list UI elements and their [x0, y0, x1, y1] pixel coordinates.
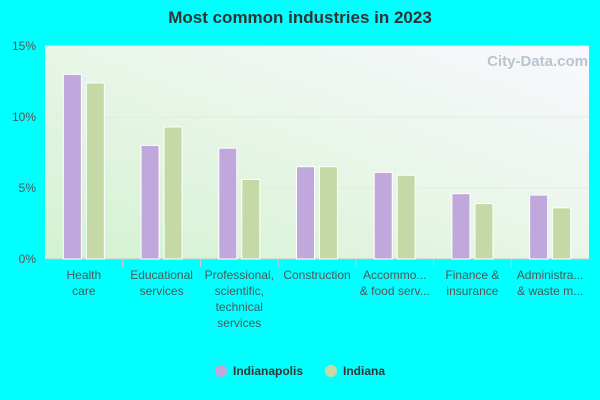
legend: Indianapolis Indiana	[0, 364, 600, 378]
bar-indianapolis-1	[140, 144, 160, 260]
bar-indiana-3	[319, 166, 338, 260]
y-tick-label: 5%	[19, 181, 37, 195]
bar-indiana-6	[552, 207, 572, 260]
bar-indiana-4	[396, 174, 416, 260]
x-tick-label: Finance & insurance	[445, 268, 499, 298]
bar-indiana-5	[474, 203, 494, 260]
chart-title: Most common industries in 2023	[168, 8, 432, 27]
watermark: City-Data.com	[487, 53, 588, 70]
legend-label-indianapolis: Indianapolis	[232, 364, 303, 378]
bar-indianapolis-4	[373, 171, 393, 260]
x-tick-label: Professional, scientific, technical service…	[205, 268, 274, 330]
bar-indianapolis-3	[296, 166, 315, 260]
legend-item-indianapolis: Indianapolis	[214, 364, 303, 378]
x-tick-label: Health care	[67, 268, 102, 298]
bar-indiana-2	[241, 178, 261, 260]
bar-indiana-0	[85, 82, 105, 260]
x-tick-label: Accommo... & food serv...	[360, 268, 430, 298]
x-tick-label: Administra... & waste m...	[517, 268, 584, 298]
x-tick-label: Educational services	[130, 268, 193, 298]
y-tick-label: 15%	[12, 39, 36, 53]
legend-swatch-indiana	[325, 365, 337, 377]
legend-item-indiana: Indiana	[325, 364, 385, 378]
bar-indiana-1	[163, 126, 183, 260]
plot-area	[45, 46, 589, 259]
legend-swatch-indianapolis	[214, 365, 227, 377]
bar-indianapolis-0	[62, 73, 82, 260]
bar-indianapolis-2	[218, 147, 238, 260]
y-tick-label: 0%	[19, 252, 37, 266]
y-tick-label: 10%	[12, 110, 36, 124]
bar-indianapolis-6	[529, 194, 549, 260]
x-tick-label: Construction	[283, 268, 350, 282]
legend-label-indiana: Indiana	[343, 364, 386, 378]
bar-indianapolis-5	[451, 193, 471, 260]
